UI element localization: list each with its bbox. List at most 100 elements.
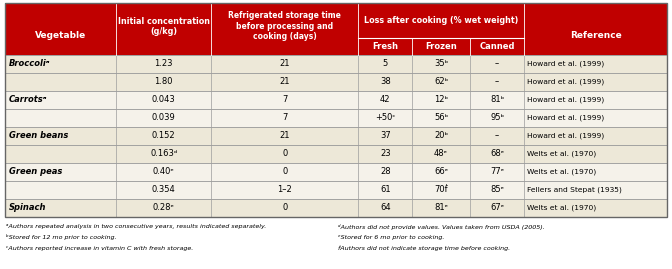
Text: 0.152: 0.152 (152, 132, 175, 140)
Bar (116, 55, 212, 73)
Text: 12ᵇ: 12ᵇ (434, 95, 448, 104)
Bar (212, 181, 358, 199)
Text: 0: 0 (282, 150, 288, 158)
Text: Broccoliᵃ: Broccoliᵃ (9, 59, 50, 69)
Text: 85ᵉ: 85ᵉ (490, 186, 504, 194)
Text: 1.80: 1.80 (155, 77, 173, 87)
Bar (470, 91, 524, 109)
Bar (212, 55, 358, 73)
Bar (358, 163, 412, 181)
Bar (358, 181, 412, 199)
Bar (412, 163, 470, 181)
Text: 23: 23 (380, 150, 390, 158)
Text: Vegetable: Vegetable (35, 31, 86, 40)
Text: Canned: Canned (479, 42, 515, 51)
Bar (212, 91, 358, 109)
Text: 0.28ᵉ: 0.28ᵉ (153, 204, 175, 213)
Bar (470, 55, 524, 73)
Text: Howard et al. (1999): Howard et al. (1999) (527, 61, 604, 67)
Text: Spinach: Spinach (9, 204, 46, 213)
Text: 68ᵉ: 68ᵉ (490, 150, 504, 158)
Bar (212, 199, 358, 217)
Bar (212, 73, 358, 91)
Text: 7: 7 (282, 114, 288, 122)
Bar (524, 73, 667, 91)
Text: ḟAuthors did not indicate storage time before cooking.: ḟAuthors did not indicate storage time b… (338, 246, 510, 252)
Text: 56ᵇ: 56ᵇ (434, 114, 448, 122)
Bar (412, 73, 470, 91)
Bar (358, 199, 412, 217)
Text: Welts et al. (1970): Welts et al. (1970) (527, 205, 596, 211)
Text: 0.40ᵉ: 0.40ᵉ (153, 168, 175, 176)
Text: 70ḟ: 70ḟ (434, 186, 448, 194)
Text: 66ᵉ: 66ᵉ (434, 168, 448, 176)
Bar (358, 109, 412, 127)
Text: Fellers and Stepat (1935): Fellers and Stepat (1935) (527, 187, 622, 193)
Text: Howard et al. (1999): Howard et al. (1999) (527, 133, 604, 139)
Bar (412, 127, 470, 145)
Text: 0.163ᵈ: 0.163ᵈ (150, 150, 177, 158)
Bar (524, 163, 667, 181)
Text: 1.23: 1.23 (155, 59, 173, 69)
Bar (5, 145, 116, 163)
Bar (358, 91, 412, 109)
Bar (524, 145, 667, 163)
Text: 0.039: 0.039 (152, 114, 175, 122)
Bar (5, 3, 667, 217)
Text: 20ᵇ: 20ᵇ (434, 132, 448, 140)
Text: 5: 5 (382, 59, 388, 69)
Bar (5, 55, 116, 73)
Text: 0: 0 (282, 204, 288, 213)
Text: 0.354: 0.354 (152, 186, 175, 194)
Bar (470, 199, 524, 217)
Text: 42: 42 (380, 95, 390, 104)
Text: 7: 7 (282, 95, 288, 104)
Bar (470, 181, 524, 199)
Text: 38: 38 (380, 77, 390, 87)
Text: ᶜAuthors reported increase in vitamin C with fresh storage.: ᶜAuthors reported increase in vitamin C … (6, 246, 194, 251)
Bar (5, 127, 116, 145)
Text: –: – (495, 77, 499, 87)
Text: 67ᵉ: 67ᵉ (490, 204, 504, 213)
Bar (524, 199, 667, 217)
Text: ᵃAuthors repeated analysis in two consecutive years, results indicated separatel: ᵃAuthors repeated analysis in two consec… (6, 224, 266, 229)
Bar (5, 91, 116, 109)
Text: 95ᵇ: 95ᵇ (490, 114, 504, 122)
Bar (412, 181, 470, 199)
Bar (524, 109, 667, 127)
Text: Green beans: Green beans (9, 132, 69, 140)
Bar (5, 73, 116, 91)
Bar (412, 109, 470, 127)
Text: Carrotsᵃ: Carrotsᵃ (9, 95, 48, 104)
Bar (412, 199, 470, 217)
Bar (116, 73, 212, 91)
Bar (116, 127, 212, 145)
Bar (212, 109, 358, 127)
Bar (116, 181, 212, 199)
Bar (116, 163, 212, 181)
Bar (116, 199, 212, 217)
Text: Frozen: Frozen (425, 42, 457, 51)
Bar (524, 55, 667, 73)
Bar (5, 163, 116, 181)
Bar (5, 109, 116, 127)
Bar (470, 145, 524, 163)
Bar (412, 55, 470, 73)
Bar (524, 181, 667, 199)
Text: 0.043: 0.043 (152, 95, 175, 104)
Text: Fresh: Fresh (372, 42, 398, 51)
Text: Howard et al. (1999): Howard et al. (1999) (527, 97, 604, 103)
Text: Green peas: Green peas (9, 168, 62, 176)
Bar (116, 91, 212, 109)
Bar (116, 109, 212, 127)
Bar (358, 145, 412, 163)
Text: Howard et al. (1999): Howard et al. (1999) (527, 115, 604, 121)
Text: 37: 37 (380, 132, 390, 140)
Bar (470, 73, 524, 91)
Bar (5, 181, 116, 199)
Text: 28: 28 (380, 168, 390, 176)
Text: Loss after cooking (% wet weight): Loss after cooking (% wet weight) (364, 16, 518, 25)
Text: Initial concentration
(g/kg): Initial concentration (g/kg) (118, 17, 210, 36)
Text: ᵉStored for 6 mo prior to cooking.: ᵉStored for 6 mo prior to cooking. (338, 235, 444, 240)
Text: ᵈAuthors did not provide values. Values taken from USDA (2005).: ᵈAuthors did not provide values. Values … (338, 224, 545, 229)
